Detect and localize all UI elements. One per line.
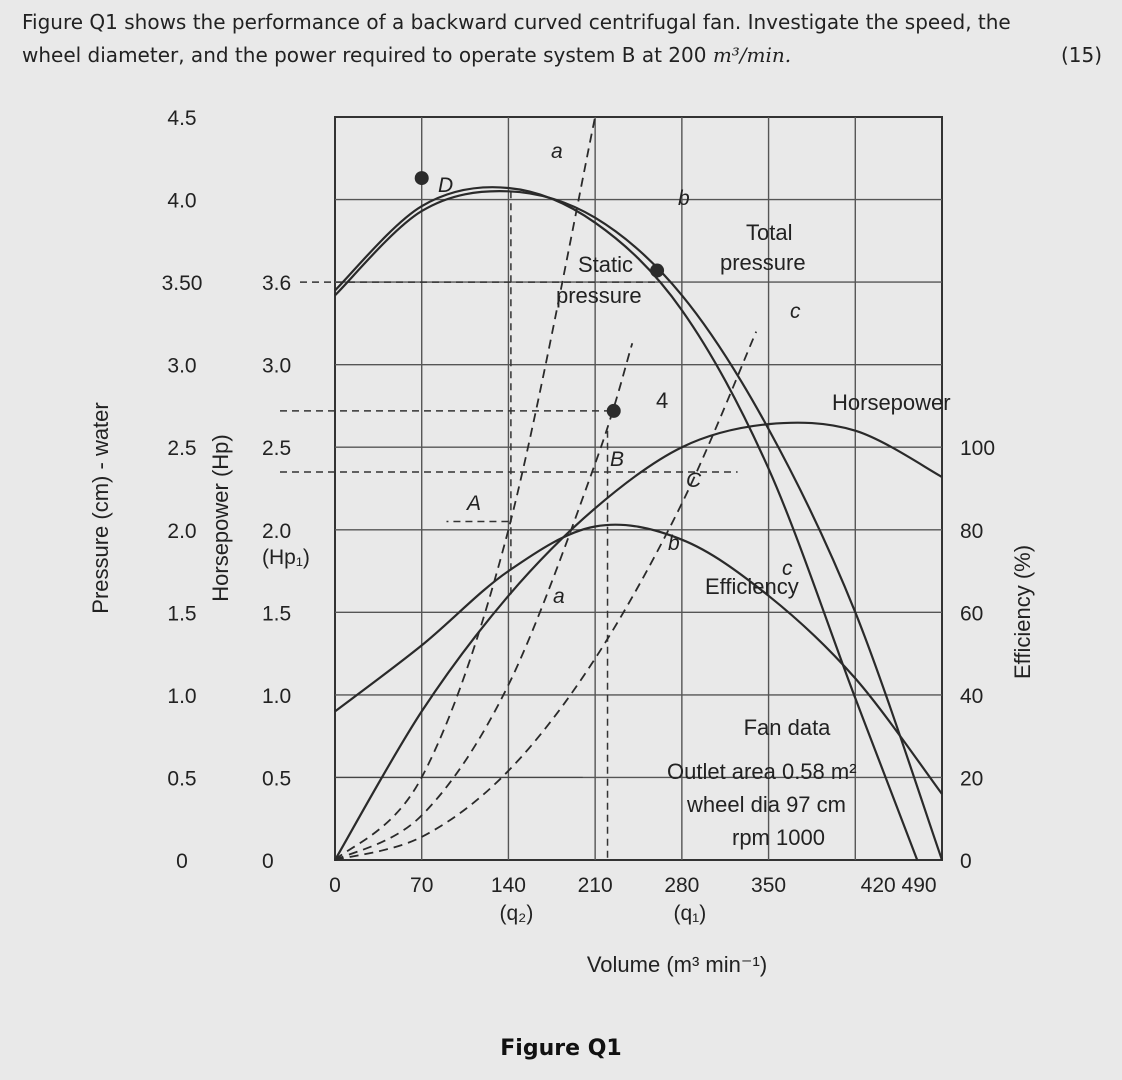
chart-curves <box>334 116 944 861</box>
data-point-d <box>414 171 429 186</box>
series-line-a <box>334 116 596 861</box>
horsepower-tick-label: 1.0 <box>262 685 291 708</box>
pressure-tick-label: 1.0 <box>167 685 196 708</box>
x-tick-label: 70 <box>410 874 433 897</box>
annotation-curve-a: a <box>551 140 563 163</box>
pressure-tick-label: 3.0 <box>167 355 196 378</box>
pressure-tick-label: 2.0 <box>167 520 196 543</box>
horsepower-tick-label: 3.6 <box>262 272 291 295</box>
series-line-total-pressure <box>334 190 944 861</box>
annotation-system-A: A <box>465 492 481 515</box>
question-text: Figure Q1 shows the performance of a bac… <box>22 6 1102 72</box>
x-axis-label: Volume (m³ min⁻¹) <box>587 952 767 977</box>
fan-data-rpm: rpm 1000 <box>732 825 825 850</box>
fan-data-outlet: Outlet area 0.58 m² <box>667 759 857 784</box>
annotation-eff-b: b <box>668 532 680 555</box>
efficiency-tick-label: 100 <box>960 437 995 460</box>
annotation-eff-a: a <box>553 585 565 608</box>
question-line-2-text: wheel diameter, and the power required t… <box>22 43 713 67</box>
figure-caption: Figure Q1 <box>500 1036 622 1061</box>
horsepower-tick-label: 2.5 <box>262 437 291 460</box>
annotation-static: Static <box>578 252 633 277</box>
fan-data-title: Fan data <box>744 715 832 740</box>
efficiency-tick-label: 80 <box>960 520 983 543</box>
annotation-static-pressure: pressure <box>556 283 642 308</box>
chart-marks <box>414 171 665 418</box>
annotation-horsepower: Horsepower <box>832 390 951 415</box>
y-axis-label-pressure: Pressure (cm) - water <box>88 402 113 613</box>
efficiency-tick-label: 60 <box>960 602 983 625</box>
x-tick-label: 350 <box>751 874 786 897</box>
horsepower-tick-label: 2.0 <box>262 520 291 543</box>
pressure-tick-label: 1.5 <box>167 602 196 625</box>
annotation-four: 4 <box>656 388 668 413</box>
horsepower-tick-label: 3.0 <box>262 355 291 378</box>
horsepower-tick-label: 0.5 <box>262 767 291 790</box>
series-line-efficiency <box>334 523 943 795</box>
pressure-tick-label: 0 <box>176 850 188 873</box>
annotation-efficiency: Efficiency <box>705 574 799 599</box>
x-tick-label: 420 490 <box>861 874 937 897</box>
x-tick-sublabel: (q₂) <box>500 902 534 925</box>
efficiency-tick-label: 20 <box>960 767 983 790</box>
x-tick-label: 280 <box>664 874 699 897</box>
data-point-operating-point-4 <box>606 403 621 418</box>
chart-ticks: 0 70 140 210 280 350 420 490 (q₂) (q₁) 4.5 4.0 3.50… <box>162 107 995 925</box>
question-line-1: Figure Q1 shows the performance of a bac… <box>22 10 1011 34</box>
data-point-operating-point <box>650 263 665 278</box>
y-axis-label-efficiency: Efficiency (%) <box>1010 545 1035 679</box>
horsepower-tick-label: 1.5 <box>262 602 291 625</box>
series-line-b <box>334 342 634 861</box>
efficiency-tick-label: 0 <box>960 850 972 873</box>
pressure-tick-label: 3.50 <box>162 272 203 295</box>
x-tick-sublabel: (q₁) <box>673 902 706 925</box>
x-tick-label: 210 <box>578 874 613 897</box>
chart-frame <box>334 116 943 861</box>
chart-grid <box>334 116 943 861</box>
series-line-horsepower <box>334 421 943 861</box>
annotation-system-B: B <box>610 448 624 471</box>
horsepower-tick-label: 0 <box>262 850 274 873</box>
fan-data-wheel: wheel dia 97 cm <box>686 792 846 817</box>
pressure-tick-label: 2.5 <box>167 437 196 460</box>
annotation-eff-c: c <box>782 557 793 580</box>
question-marks: (15) <box>1060 43 1102 67</box>
pressure-tick-label: 4.0 <box>167 190 196 213</box>
annotation-total: Total <box>746 220 792 245</box>
question-unit: m³/min. <box>712 43 792 67</box>
x-tick-label: 0 <box>329 874 341 897</box>
annotation-point-D: D <box>438 174 453 197</box>
efficiency-tick-label: 40 <box>960 685 983 708</box>
pressure-tick-label: 0.5 <box>167 767 196 790</box>
annotation-system-C: C <box>686 469 702 492</box>
y-axis-label-horsepower: Horsepower (Hp) <box>208 434 233 602</box>
series-line-static-pressure <box>334 186 919 861</box>
question-line-2: wheel diameter, and the power required t… <box>22 39 1102 72</box>
chart-reference-lines <box>280 191 738 860</box>
annotation-total-pressure: pressure <box>720 250 806 275</box>
x-tick-label: 140 <box>491 874 526 897</box>
pressure-tick-label: 4.5 <box>167 107 196 130</box>
horsepower-tick-sublabel: (Hp₁) <box>262 546 310 569</box>
annotation-curve-b: b <box>678 187 690 210</box>
annotation-curve-c: c <box>790 300 801 323</box>
